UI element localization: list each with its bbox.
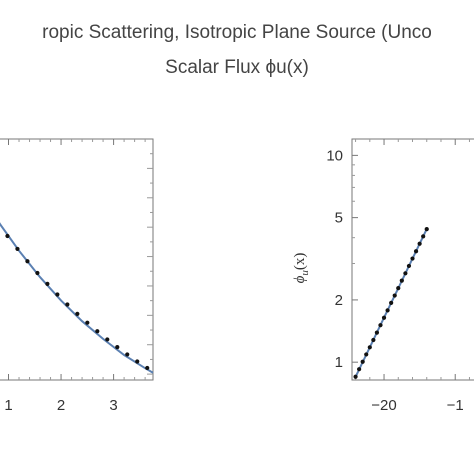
chart-title-line-1: ropic Scattering, Isotropic Plane Source… — [42, 22, 432, 43]
right-data-point — [381, 315, 387, 320]
right-data-point — [396, 286, 401, 291]
right-data-point — [374, 330, 380, 335]
left-x-tick-label: 2 — [57, 397, 65, 414]
right-data-point — [399, 278, 404, 283]
right-data-point — [417, 241, 422, 246]
right-data-point — [360, 359, 365, 364]
left-data-point — [35, 270, 40, 276]
right-data-point — [378, 323, 383, 328]
left-data-point — [5, 233, 10, 239]
left-data-point — [145, 365, 150, 371]
left-data-point — [75, 311, 80, 316]
right-data-point — [424, 227, 429, 232]
right-x-tick-label: −20 — [371, 397, 396, 414]
left-data-point — [135, 359, 140, 364]
left-data-point — [125, 352, 130, 357]
right-data-point — [353, 374, 358, 379]
right-y-tick-label: 5 — [335, 210, 343, 227]
right-data-point — [357, 367, 362, 372]
right-data-point — [367, 345, 372, 350]
chart-title-line-2: Scalar Flux ϕu(x) — [165, 57, 309, 78]
left-data-point — [25, 259, 30, 264]
right-y-tick-label: 2 — [335, 292, 343, 309]
right-y-axis-label: ϕu(x) — [292, 253, 311, 284]
right-data-point — [385, 308, 390, 313]
left-data-point — [55, 292, 60, 297]
left-data-point — [105, 337, 110, 342]
right-data-point — [410, 256, 415, 261]
left-data-point — [65, 302, 70, 307]
right-data-point — [392, 293, 397, 298]
right-data-point — [403, 271, 408, 276]
left-x-tick-label: 1 — [4, 397, 12, 414]
right-plot-frame — [351, 138, 474, 381]
right-data-point — [413, 249, 419, 254]
left-x-tick-label: 3 — [109, 397, 117, 414]
right-x-tick-label: −1 — [447, 397, 464, 414]
left-data-point — [115, 344, 120, 350]
right-y-tick-label: 1 — [335, 354, 343, 371]
right-data-point — [389, 300, 394, 305]
left-data-point — [95, 329, 100, 334]
right-data-point — [406, 263, 412, 269]
right-y-tick-label: 10 — [326, 147, 343, 164]
right-data-point — [421, 234, 426, 239]
right-data-point — [364, 352, 369, 357]
left-data-point — [45, 281, 50, 286]
left-series-curve — [0, 222, 154, 374]
left-plot-frame — [0, 138, 154, 381]
left-data-point — [85, 320, 90, 325]
right-data-point — [371, 337, 376, 343]
left-data-point — [15, 246, 20, 252]
